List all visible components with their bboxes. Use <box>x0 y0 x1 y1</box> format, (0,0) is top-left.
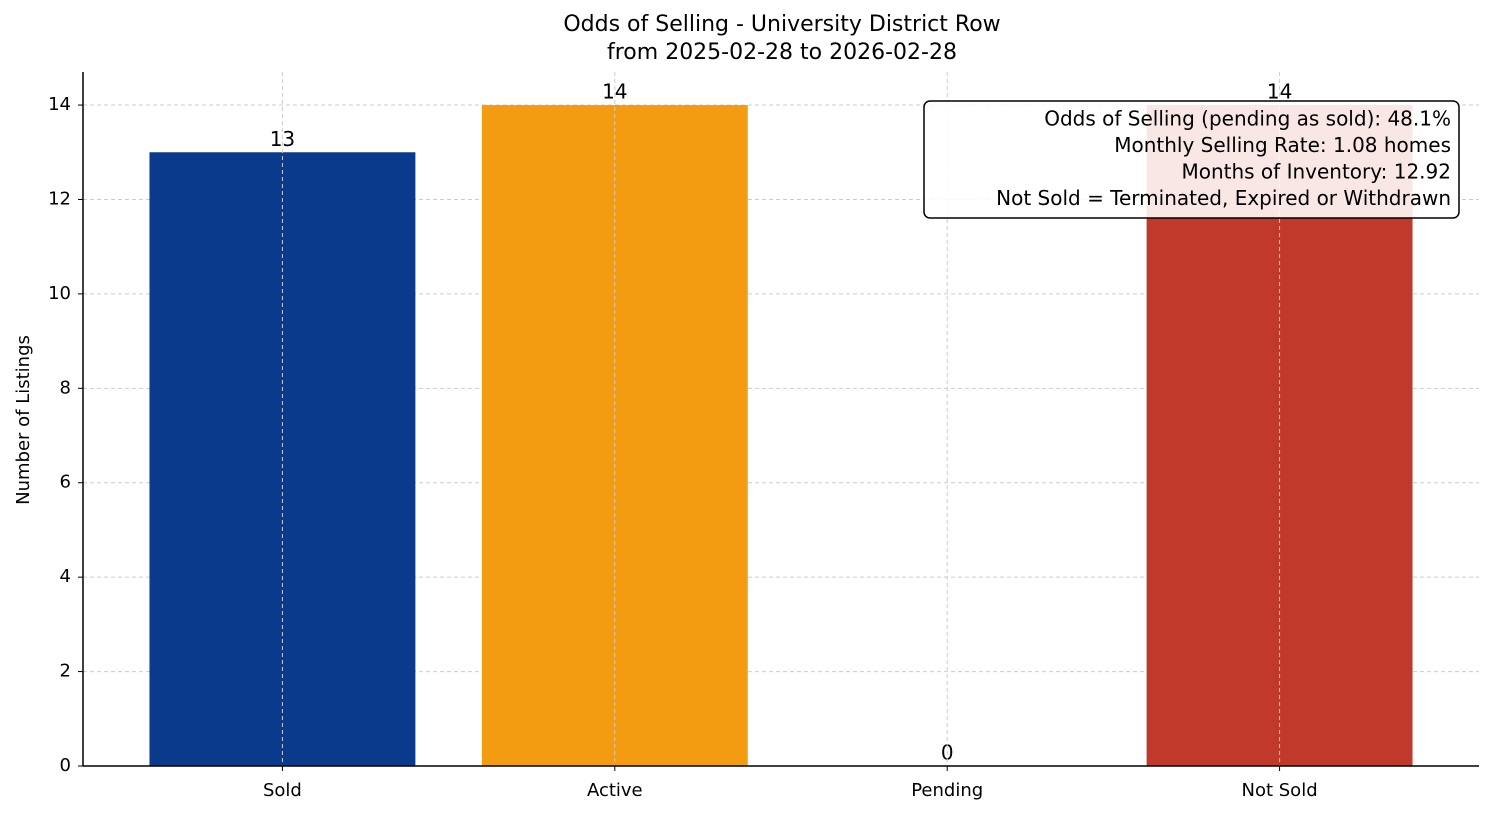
y-tick-label: 0 <box>60 755 71 776</box>
y-tick-label: 2 <box>60 661 71 682</box>
y-tick-label: 14 <box>48 94 71 115</box>
y-tick-label: 8 <box>60 377 71 398</box>
annotation-line: Months of Inventory: 12.92 <box>1181 160 1451 184</box>
annotation-line: Odds of Selling (pending as sold): 48.1% <box>1044 107 1451 131</box>
y-tick-label: 6 <box>60 472 71 493</box>
y-axis-label: Number of Listings <box>13 335 34 505</box>
chart-title: Odds of Selling - University District Ro… <box>563 12 1000 37</box>
annotation-line: Not Sold = Terminated, Expired or Withdr… <box>996 186 1451 210</box>
x-tick-label: Pending <box>911 780 983 801</box>
annotation-line: Monthly Selling Rate: 1.08 homes <box>1114 133 1451 157</box>
y-tick-label: 4 <box>60 566 71 587</box>
x-tick-label: Sold <box>263 780 302 801</box>
x-tick-label: Not Sold <box>1242 780 1318 801</box>
data-label: 14 <box>602 80 627 104</box>
annotation-box <box>923 100 1460 219</box>
data-label: 14 <box>1267 80 1292 104</box>
bar <box>481 105 748 767</box>
chart-subtitle: from 2025-02-28 to 2026-02-28 <box>607 40 957 65</box>
x-tick-label: Active <box>587 780 643 801</box>
y-tick-label: 10 <box>48 283 71 304</box>
y-tick-label: 12 <box>48 188 71 209</box>
